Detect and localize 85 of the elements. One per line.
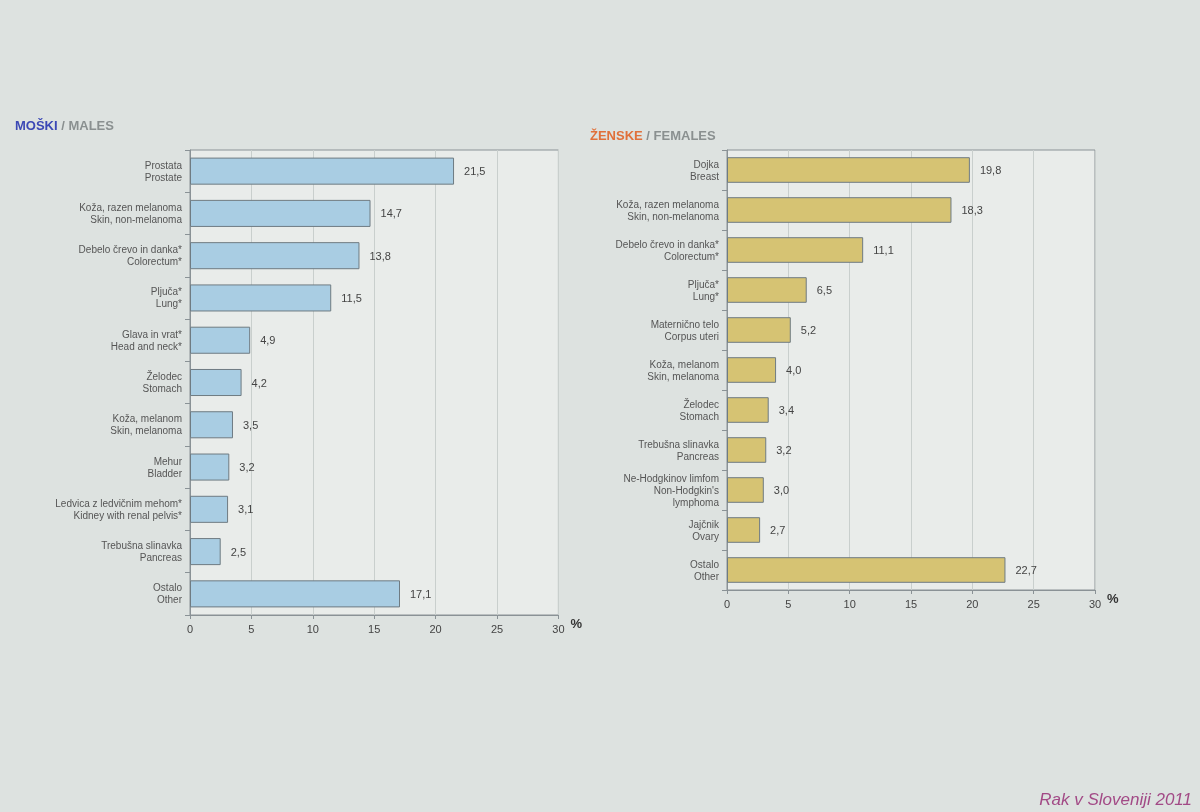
x-tick-label: 30 [552,622,565,635]
bar [727,437,767,463]
y-tick-label: Dojka Breast [690,158,720,182]
x-tick-label: 0 [186,622,194,635]
bar [190,580,400,608]
y-tick-label: Koža, melanom Skin, melanoma [647,358,720,382]
y-tick-label: Glava in vrat* Head and neck* [110,328,183,352]
data-label: 22,7 [1015,564,1037,576]
y-tick-label: Debelo črevo in danka* Colorectum* [615,238,720,262]
x-axis-title: % [570,616,583,631]
x-tick-label: 0 [723,597,731,610]
bar [190,538,221,566]
x-tick-label: 5 [785,597,792,610]
data-label: 11,1 [873,244,894,256]
text: Rak v Sloveniji 2011 [1039,790,1193,809]
y-tick-label: Debelo črevo in danka* Colorectum* [78,244,183,268]
data-label: 19,8 [979,164,1002,176]
y-tick-label: Ne-Hodgkinov limfom Non-Hodgkin's lymphoma [623,472,720,508]
bar [190,453,230,481]
bar [727,397,769,423]
bar [190,368,242,397]
bar [190,411,233,439]
y-tick-label: Ostalo Other [153,582,183,606]
x-tick-label: 15 [368,622,381,635]
x-tick-label: 10 [843,597,856,610]
bar [727,237,864,263]
y-tick-label: Trebušna slinavka Pancreas [101,540,183,564]
y-tick-label: Jajčnik Ovary [688,518,720,542]
x-tick-label: 15 [904,597,918,610]
y-tick-label: Želodec Stomach [142,370,182,394]
x-tick-label: 20 [966,597,979,610]
x-tick-label: 30 [1088,597,1102,610]
x-tick-label: 5 [248,622,255,635]
y-tick-label: Mehur Bladder [147,455,183,479]
y-tick-label: Ostalo Other [690,558,720,582]
data-label: 13,8 [369,249,391,262]
bar [727,157,970,183]
y-tick-label: Koža, razen melanoma Skin, non-melanoma [79,201,183,225]
data-label: 4,2 [251,376,267,389]
data-label: 2,7 [770,524,786,536]
data-label: 14,7 [380,207,402,220]
y-tick-label: Ledvica z ledvičnim mehom* Kidney with renal pelvis* [55,497,183,521]
bar [190,157,455,185]
y-tick-label: Koža, razen melanoma Skin, non-melanoma [616,198,720,222]
data-label: 18,3 [961,204,983,216]
data-label: 4,9 [260,334,276,347]
y-tick-label: Prostata Prostate [144,159,183,183]
data-label: 17,1 [410,587,432,600]
bar [727,197,952,223]
bar [190,326,251,354]
data-label: 2,5 [230,545,246,558]
chart-title: ŽENSKE / FEMALES [590,128,717,143]
bar [190,242,360,270]
text: MOŠKI / MALES [15,118,115,133]
bar [727,477,764,503]
bar [727,357,777,383]
data-label: 4,0 [786,364,802,376]
y-tick-label: Maternično telo Corpus uteri [650,318,720,342]
data-label: 3,2 [239,461,255,474]
y-tick-label: Pljuča* Lung* [687,278,720,302]
data-label: 3,0 [773,484,790,496]
y-tick-label: Želodec Stomach [679,397,719,422]
data-label: 3,1 [238,503,254,516]
data-label: 5,2 [800,324,817,336]
data-label: 3,4 [778,404,794,416]
x-tick-label: 20 [429,622,442,635]
bar [727,277,807,303]
y-tick-label: Pljuča* Lung* [150,286,183,310]
data-label: 3,5 [242,418,259,431]
x-tick-label: 25 [490,622,504,635]
data-label: 21,5 [464,165,486,178]
y-tick-label: Koža, melanom Skin, melanoma [110,413,183,437]
y-tick-label: Trebušna slinavka Pancreas [638,438,720,462]
bar [727,517,761,543]
x-tick-label: 10 [306,622,319,635]
x-tick-label: 25 [1027,597,1040,610]
x-axis-title: % [1107,591,1120,606]
bar [727,557,1006,583]
data-label: 11,5 [341,291,362,304]
bar [190,284,332,312]
data-label: 6,5 [816,284,833,296]
bar [190,199,371,227]
bar [727,317,791,343]
data-label: 3,2 [776,444,792,456]
bar [190,495,229,523]
